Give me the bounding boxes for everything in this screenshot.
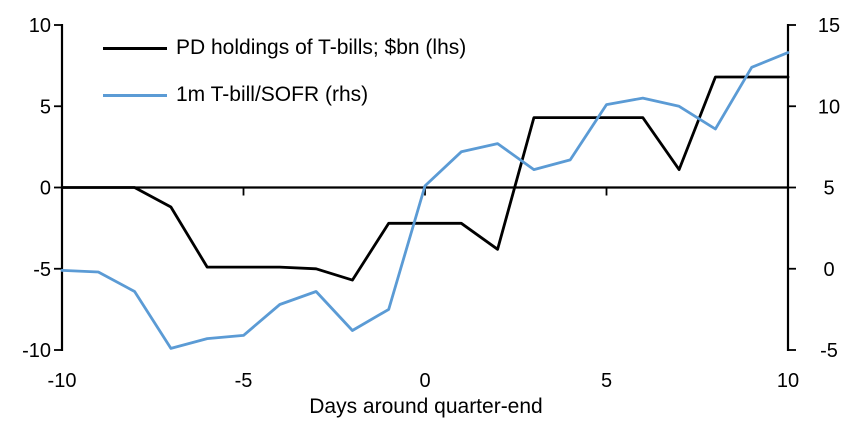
x-axis-tick-label: 5 [601,370,612,392]
x-axis-tick-label: 10 [777,370,799,392]
legend-item-pd-holdings: PD holdings of T-bills; $bn (lhs) [103,36,466,60]
legend-line-swatch-black [103,46,167,50]
y-axis-right-tick-label: 0 [823,259,834,281]
x-axis-tick-label: -10 [48,370,77,392]
series-line-pd-holdings [60,75,790,282]
x-axis-tick-label: 0 [419,370,430,392]
legend-label-pd-holdings: PD holdings of T-bills; $bn (lhs) [176,36,467,59]
legend-item-tbill-sofr: 1m T-bill/SOFR (rhs) [103,83,466,107]
y-axis-right-tick-label: 5 [823,178,834,200]
y-axis-left-tick-label: 10 [29,15,51,37]
y-axis-left-tick-label: 0 [40,178,51,200]
series-line-tbill-sofr [60,51,790,350]
x-axis-tick-label: -5 [235,370,253,392]
y-axis-right-tick-label: 15 [818,15,840,37]
y-axis-left-tick-label: 5 [40,96,51,118]
y-axis-right-tick-label: 10 [818,96,840,118]
legend-line-swatch-blue [103,93,167,97]
y-axis-left-tick-label: -5 [33,259,51,281]
legend-label-tbill-sofr: 1m T-bill/SOFR (rhs) [176,83,369,106]
legend: PD holdings of T-bills; $bn (lhs) 1m T-b… [103,36,466,130]
x-axis-title: Days around quarter-end [309,395,543,418]
y-axis-right-tick-label: -5 [820,340,838,362]
y-axis-left-tick-label: -10 [22,340,51,362]
